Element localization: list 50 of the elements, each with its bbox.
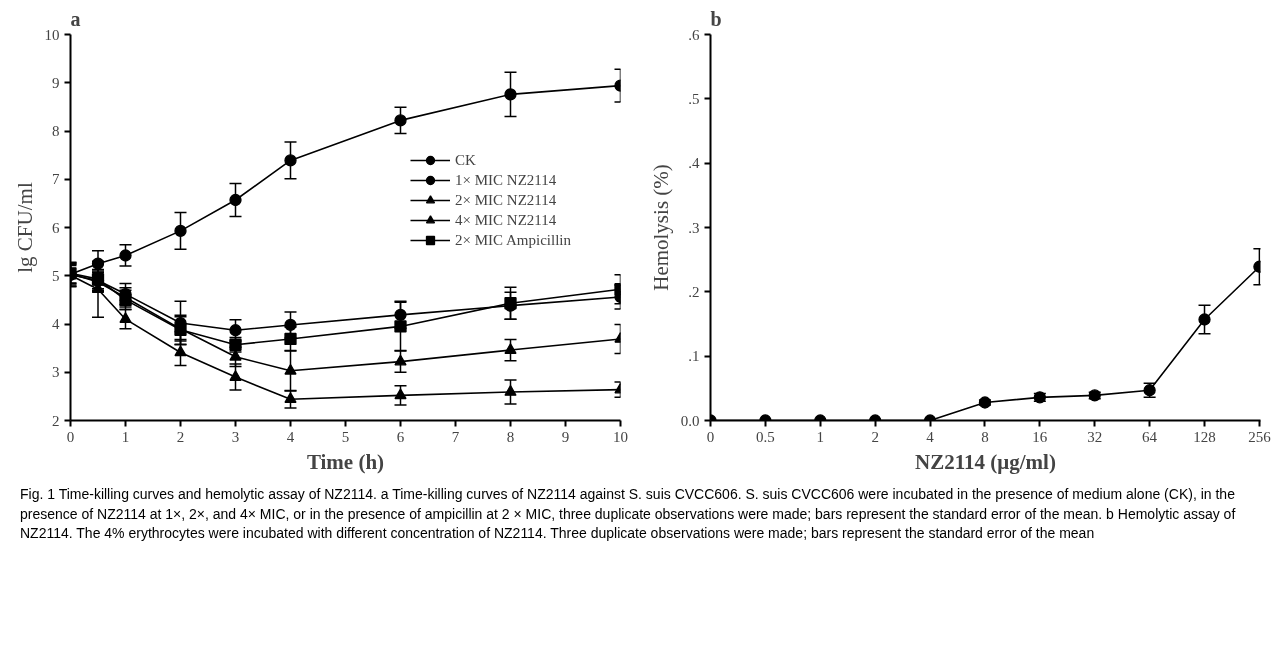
y-tick-label: 5 (52, 267, 60, 284)
x-tick-label: 6 (396, 428, 405, 445)
y-tick-label: 6 (52, 219, 60, 236)
x-tick-label: 0 (66, 428, 75, 445)
x-tick-label: 3 (231, 428, 240, 445)
x-tick-label: 5 (341, 428, 350, 445)
y-tick-label: .5 (688, 90, 700, 107)
legend-label: 2× MIC NZ2114 (455, 191, 557, 209)
x-tick-label: 16 (1032, 428, 1048, 445)
x-tick-label: 32 (1087, 428, 1103, 445)
legend-label: 2× MIC Ampicillin (455, 231, 571, 249)
y-tick-label: .6 (688, 26, 700, 43)
x-tick-label: 0.5 (756, 428, 775, 445)
x-tick-label: 8 (506, 428, 515, 445)
x-axis-title: Time (h) (306, 449, 385, 474)
y-tick-label: 10 (44, 26, 60, 43)
x-tick-label: 0 (706, 428, 715, 445)
legend-label: CK (455, 151, 476, 169)
x-tick-label: 128 (1193, 428, 1216, 445)
x-tick-label: 9 (561, 428, 570, 445)
y-tick-label: .4 (688, 155, 700, 172)
y-tick-label: 0.0 (680, 412, 700, 429)
legend-label: 1× MIC NZ2114 (455, 171, 557, 189)
x-tick-label: 8 (981, 428, 989, 445)
y-axis-title: Hemolysis (%) (648, 164, 673, 291)
y-tick-label: 4 (52, 316, 60, 332)
x-tick-label: 7 (451, 428, 460, 445)
x-tick-label: 4 (286, 428, 295, 445)
y-tick-label: 2 (52, 412, 60, 429)
x-tick-label: 64 (1142, 428, 1158, 445)
x-tick-label: 1 (121, 428, 130, 445)
y-tick-label: .1 (688, 348, 700, 365)
x-axis-title: NZ2114 (μg/ml) (915, 449, 1056, 474)
y-tick-label: 8 (52, 123, 60, 139)
x-tick-label: 2 (176, 428, 185, 445)
y-tick-label: 7 (52, 171, 60, 188)
chart-title: a (70, 7, 81, 30)
legend-label: 4× MIC NZ2114 (455, 211, 557, 229)
x-tick-label: 10 (613, 428, 628, 445)
x-tick-label: 4 (926, 428, 935, 445)
chart-title: b (710, 7, 722, 30)
x-tick-label: 256 (1248, 428, 1272, 445)
x-tick-label: 1 (816, 428, 825, 445)
y-axis-title: lg CFU/ml (12, 182, 37, 273)
y-tick-label: .3 (688, 219, 700, 236)
y-tick-label: 9 (52, 74, 60, 91)
x-tick-label: 2 (871, 428, 879, 445)
y-tick-label: 3 (52, 364, 60, 381)
caption: Fig. 1 Time-killing curves and hemolytic assay of NZ2114. a Time-killing curves of NZ2114 against S. suis CVCC606. S. suis CVCC606 were incubated in the presence of medium alone (CK), in the presence of NZ2114 at 1×, 2×, and 4× MIC, or in the presence of ampicillin at 2 × MIC, three duplicate observations were made; bars represent the standard error of the mean. b Hemolytic assay of NZ2114. The 4% erythrocytes were incubated with different concentration of NZ2114. Three duplicate observations were made; bars represent the standard error of the mean (20, 485, 1237, 544)
y-tick-label: .2 (688, 283, 700, 300)
